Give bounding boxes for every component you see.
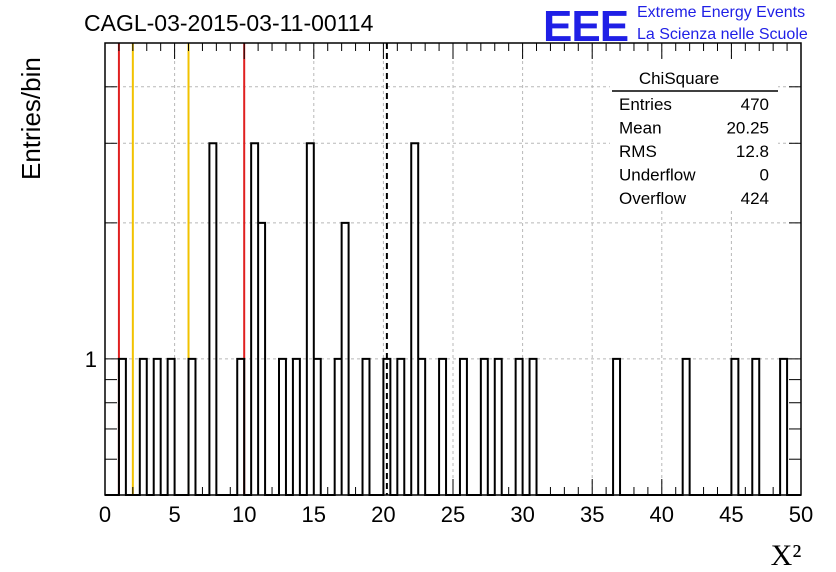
histogram-bar: [168, 359, 175, 495]
histogram-bar: [481, 359, 488, 495]
stats-label: Overflow: [619, 189, 687, 208]
x-tick-label: 10: [232, 502, 256, 527]
histogram-bar: [119, 359, 126, 495]
histogram-bar: [460, 359, 467, 495]
x-tick-label: 20: [371, 502, 395, 527]
histogram-bar: [342, 223, 349, 495]
histogram-bar: [495, 359, 502, 495]
histogram-bar: [397, 359, 404, 495]
stats-rows: Entries 470 Mean 20.25 RMS 12.8 Underflow 0 Over…: [619, 95, 769, 208]
histogram-bar: [516, 359, 523, 495]
histogram-bar: [780, 359, 787, 495]
histogram-bar: [237, 359, 244, 495]
x-tick-label: 40: [650, 502, 674, 527]
histogram-bar: [154, 359, 161, 495]
stats-value: 424: [741, 189, 769, 208]
x-tick-label: 35: [580, 502, 604, 527]
stats-label: Mean: [619, 119, 662, 138]
histogram-bar: [363, 359, 370, 495]
histogram-bar: [251, 143, 258, 495]
x-tick-label: 30: [510, 502, 534, 527]
histogram-bar: [279, 359, 286, 495]
histogram-bar: [439, 359, 446, 495]
histogram-bar: [307, 143, 314, 495]
histogram-bar: [613, 359, 620, 495]
stats-label: RMS: [619, 142, 657, 161]
histogram-bar: [258, 223, 265, 495]
stats-value: 12.8: [736, 142, 769, 161]
histogram-bar: [530, 359, 537, 495]
stats-box: ChiSquare Entries 470 Mean 20.25 RMS 12.8 Unde…: [610, 60, 778, 210]
y-tick-labels: 1: [85, 347, 97, 372]
stats-value: 470: [741, 95, 769, 114]
x-tick-label: 0: [99, 502, 111, 527]
stats-value: 0: [760, 166, 769, 185]
y-tick-label: 1: [85, 347, 97, 372]
histogram-bar: [140, 359, 147, 495]
histogram-bar: [683, 359, 690, 495]
stats-value: 20.25: [726, 119, 769, 138]
axis-ticks: [104, 43, 802, 495]
stats-title: ChiSquare: [639, 69, 719, 88]
x-tick-label: 15: [302, 502, 326, 527]
logo-line-1: Extreme Energy Events: [637, 4, 806, 21]
histogram-bar: [189, 359, 196, 495]
histogram-bar: [209, 143, 216, 495]
x-axis-label: X²: [771, 539, 802, 572]
histogram-bar: [731, 359, 738, 495]
stats-label: Entries: [619, 95, 672, 114]
chart-title: CAGL-03-2015-03-11-00114: [84, 10, 374, 36]
histogram-bar: [314, 359, 321, 495]
histogram-bar: [335, 359, 342, 495]
histogram-bar: [752, 359, 759, 495]
histogram-bar: [418, 359, 425, 495]
x-tick-label: 5: [168, 502, 180, 527]
histogram-bar: [383, 359, 390, 495]
logo-line-2: La Scienza nelle Scuole: [637, 26, 808, 43]
x-tick-label: 50: [789, 502, 813, 527]
histogram-bar: [411, 143, 418, 495]
stats-label: Underflow: [619, 166, 696, 185]
x-tick-label: 45: [719, 502, 743, 527]
x-tick-labels: 0 5 10 15 20 25 30 35 40 45 50: [99, 502, 813, 527]
x-tick-label: 25: [441, 502, 465, 527]
histogram-bar: [293, 359, 300, 495]
grid: [104, 43, 802, 495]
